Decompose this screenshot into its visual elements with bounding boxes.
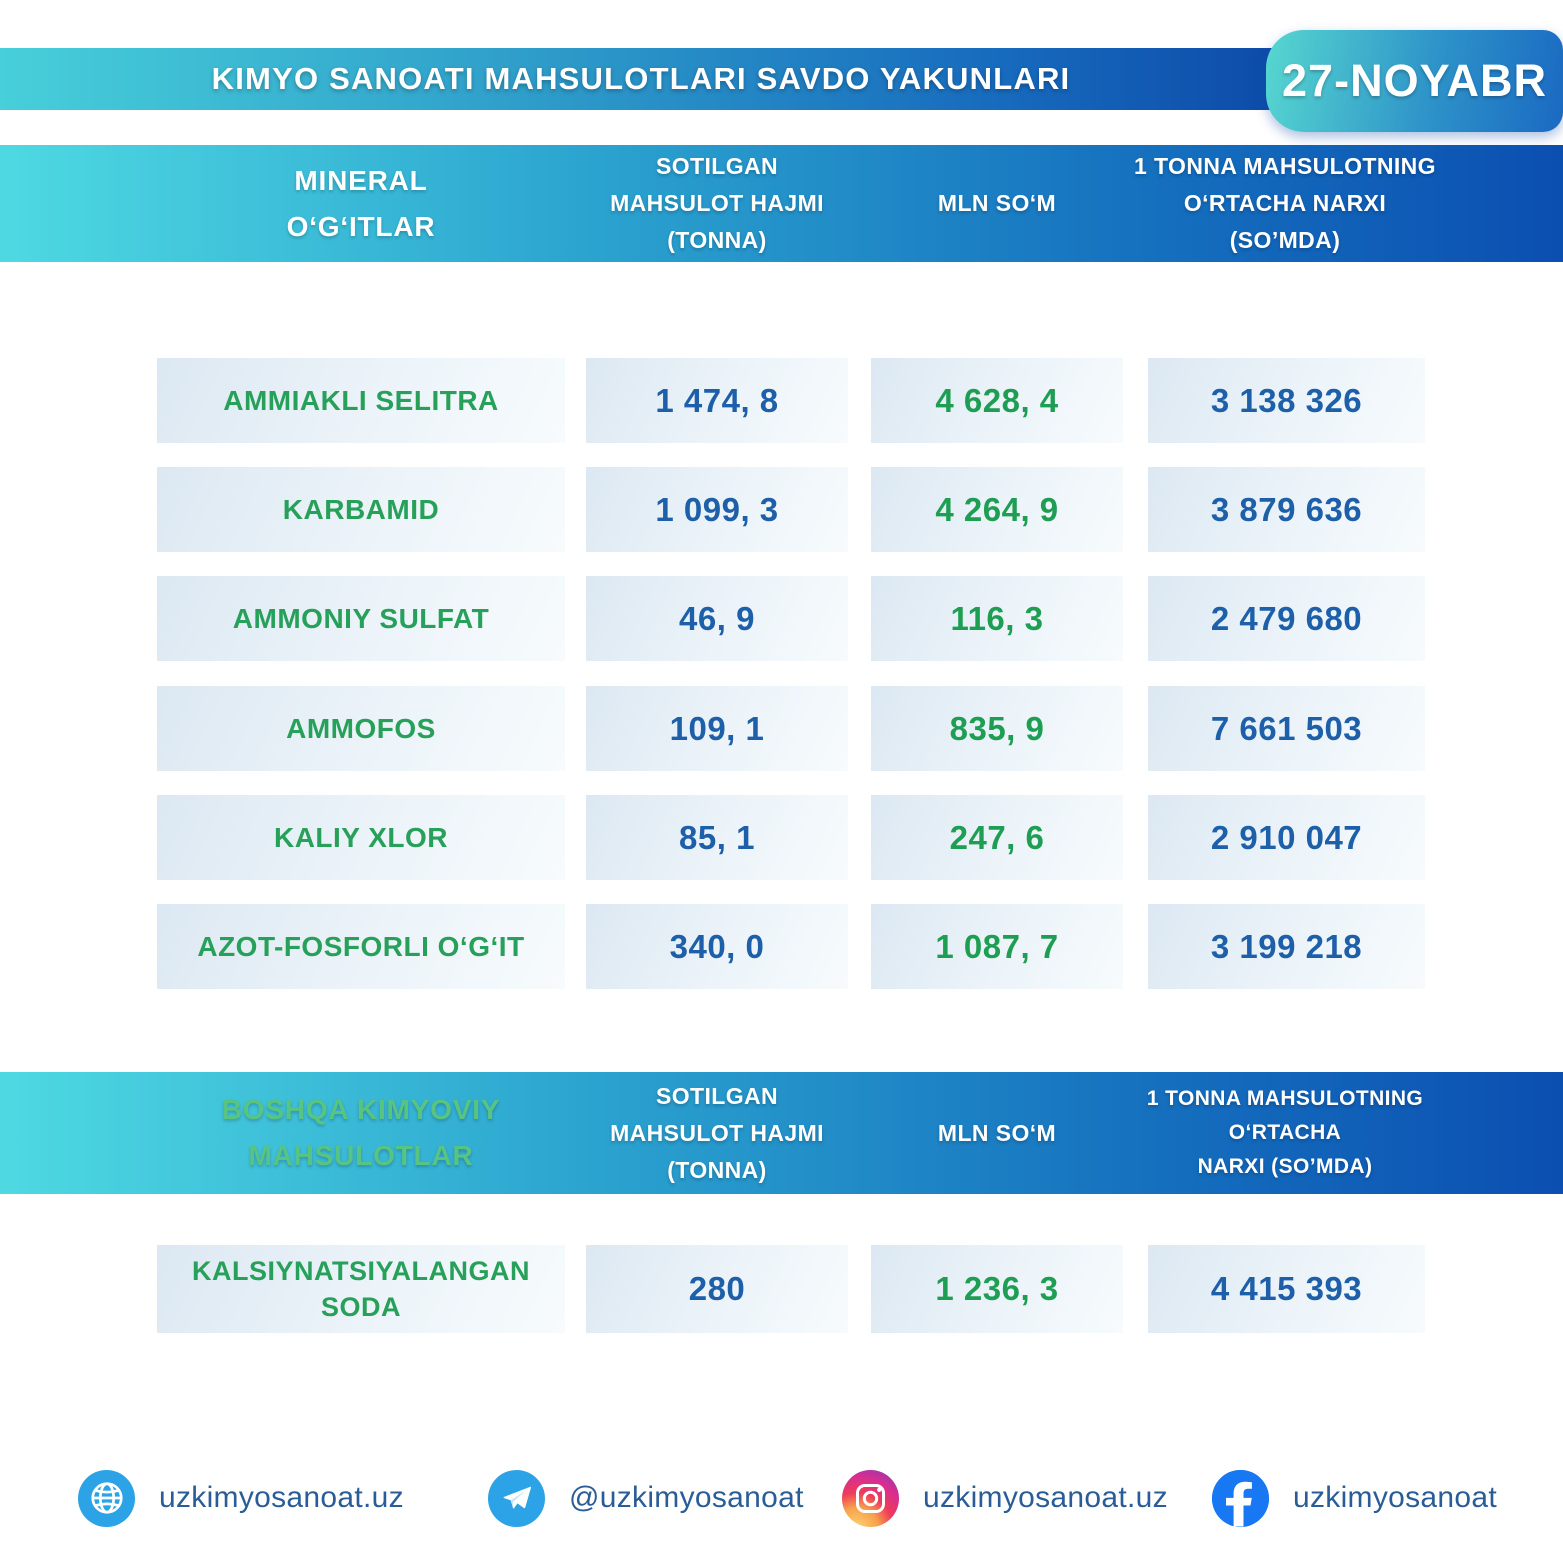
- globe-icon: [78, 1469, 135, 1527]
- instagram-icon: [842, 1469, 899, 1527]
- volume-cell: 46, 9: [586, 576, 848, 661]
- footer-link-telegram[interactable]: @uzkimyosanoat: [488, 1468, 804, 1528]
- footer-link-label: uzkimyosanoat.uz: [159, 1481, 404, 1514]
- date-badge: 27-NOYABR: [1266, 30, 1563, 132]
- table-row: AMMOFOS 109, 1 835, 9 7 661 503: [0, 686, 1563, 771]
- avg-price-cell: 2 910 047: [1148, 795, 1425, 880]
- product-name-cell: AMMOFOS: [157, 686, 565, 771]
- volume-cell: 280: [586, 1245, 848, 1333]
- footer-link-label: uzkimyosanoat: [1293, 1481, 1497, 1514]
- avg-price-cell: 3 138 326: [1148, 358, 1425, 443]
- product-name-cell: AMMONIY SULFAT: [157, 576, 565, 661]
- telegram-icon: [488, 1469, 545, 1527]
- avg-price-cell: 3 199 218: [1148, 904, 1425, 989]
- footer-link-facebook[interactable]: uzkimyosanoat: [1212, 1468, 1497, 1528]
- header-cell-mln-som: MLN SO‘M: [937, 190, 1057, 216]
- mln-som-cell: 1 087, 7: [871, 904, 1123, 989]
- header-cell-mineral-ogitlar: MINERAL O‘G‘ITLAR: [286, 164, 436, 242]
- product-name-cell: KALIY XLOR: [157, 795, 565, 880]
- avg-price-cell: 2 479 680: [1148, 576, 1425, 661]
- header-cell-boshqa-mahsulotlar: BOSHQA KIMYOVIY MAHSULOTLAR: [221, 1094, 501, 1171]
- table2-header-band: BOSHQA KIMYOVIY MAHSULOTLAR SOTILGAN MAH…: [0, 1072, 1563, 1194]
- page-title: KIMYO SANOATI MAHSULOTLARI SAVDO YAKUNLA…: [211, 61, 1071, 96]
- mln-som-cell: 1 236, 3: [871, 1245, 1123, 1333]
- table-row: AMMONIY SULFAT 46, 9 116, 3 2 479 680: [0, 576, 1563, 661]
- product-name-cell: AMMIAKLI SELITRA: [157, 358, 565, 443]
- table-row: AMMIAKLI SELITRA 1 474, 8 4 628, 4 3 138…: [0, 358, 1563, 443]
- title-bar: KIMYO SANOATI MAHSULOTLARI SAVDO YAKUNLA…: [0, 48, 1282, 110]
- footer-link-label: uzkimyosanoat.uz: [923, 1481, 1168, 1514]
- footer-link-website[interactable]: uzkimyosanoat.uz: [78, 1468, 404, 1528]
- volume-cell: 1 474, 8: [586, 358, 848, 443]
- table1-header-band: MINERAL O‘G‘ITLAR SOTILGAN MAHSULOT HAJM…: [0, 145, 1563, 262]
- mln-som-cell: 835, 9: [871, 686, 1123, 771]
- product-name-cell: KARBAMID: [157, 467, 565, 552]
- avg-price-cell: 4 415 393: [1148, 1245, 1425, 1333]
- mln-som-cell: 116, 3: [871, 576, 1123, 661]
- footer-link-label: @uzkimyosanoat: [569, 1481, 804, 1514]
- table-row: KALIY XLOR 85, 1 247, 6 2 910 047: [0, 795, 1563, 880]
- header-cell-sotilgan-hajmi: SOTILGAN MAHSULOT HAJMI (TONNA): [610, 153, 824, 253]
- product-name-cell: AZOT-FOSFORLI O‘G‘IT: [157, 904, 565, 989]
- mln-som-cell: 247, 6: [871, 795, 1123, 880]
- table-row: AZOT-FOSFORLI O‘G‘IT 340, 0 1 087, 7 3 1…: [0, 904, 1563, 989]
- avg-price-cell: 3 879 636: [1148, 467, 1425, 552]
- volume-cell: 85, 1: [586, 795, 848, 880]
- mln-som-cell: 4 628, 4: [871, 358, 1123, 443]
- volume-cell: 109, 1: [586, 686, 848, 771]
- product-name-cell: KALSIYNATSIYALANGAN SODA: [157, 1245, 565, 1333]
- table-row: KARBAMID 1 099, 3 4 264, 9 3 879 636: [0, 467, 1563, 552]
- volume-cell: 340, 0: [586, 904, 848, 989]
- header-cell-avg-price: 1 TONNA MAHSULOTNING O‘RTACHA NARXI (SO’…: [1134, 153, 1436, 253]
- footer-link-instagram[interactable]: uzkimyosanoat.uz: [842, 1468, 1168, 1528]
- header-cell-mln-som: MLN SO‘M: [937, 1119, 1057, 1146]
- mln-som-cell: 4 264, 9: [871, 467, 1123, 552]
- volume-cell: 1 099, 3: [586, 467, 848, 552]
- avg-price-cell: 7 661 503: [1148, 686, 1425, 771]
- table-row: KALSIYNATSIYALANGAN SODA 280 1 236, 3 4 …: [0, 1245, 1563, 1333]
- header-cell-avg-price: 1 TONNA MAHSULOTNING O‘RTACHA NARXI (SO’…: [1146, 1087, 1424, 1178]
- header-cell-sotilgan-hajmi: SOTILGAN MAHSULOT HAJMI (TONNA): [610, 1082, 824, 1183]
- facebook-icon: [1212, 1469, 1269, 1527]
